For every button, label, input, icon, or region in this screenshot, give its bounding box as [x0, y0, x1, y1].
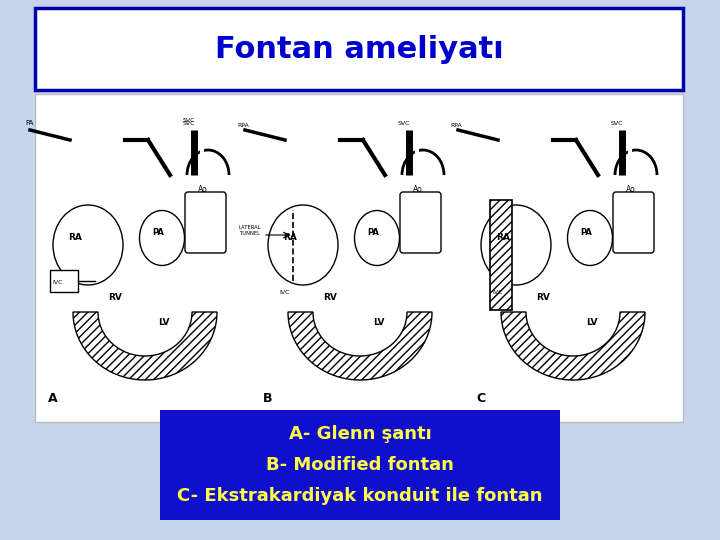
FancyBboxPatch shape: [35, 8, 683, 90]
Text: A: A: [48, 392, 58, 405]
Text: C: C: [476, 392, 485, 405]
Ellipse shape: [53, 205, 123, 285]
Ellipse shape: [140, 211, 184, 266]
Text: IVC: IVC: [52, 280, 63, 285]
FancyBboxPatch shape: [613, 192, 654, 253]
Text: C- Ekstrakardiyak konduit ile fontan: C- Ekstrakardiyak konduit ile fontan: [177, 487, 543, 505]
Text: LV: LV: [373, 318, 384, 327]
Text: LV: LV: [586, 318, 598, 327]
PathPatch shape: [501, 312, 645, 380]
FancyBboxPatch shape: [160, 410, 560, 520]
Ellipse shape: [481, 205, 551, 285]
Text: PA: PA: [152, 228, 164, 237]
Text: IVC: IVC: [279, 290, 289, 295]
Text: LV: LV: [158, 318, 169, 327]
Text: Ao: Ao: [626, 185, 636, 194]
Text: PA: PA: [580, 228, 592, 237]
Text: IVC: IVC: [492, 290, 503, 295]
Text: SVC: SVC: [611, 121, 624, 126]
Text: PA: PA: [367, 228, 379, 237]
Text: RPA: RPA: [237, 123, 248, 128]
Ellipse shape: [268, 205, 338, 285]
Text: SVC: SVC: [398, 121, 410, 126]
FancyBboxPatch shape: [400, 192, 441, 253]
Text: RA: RA: [283, 233, 297, 242]
Text: LATERAL
TUNNEL: LATERAL TUNNEL: [239, 225, 261, 236]
Text: RV: RV: [108, 293, 122, 302]
Text: RA: RA: [68, 233, 82, 242]
Ellipse shape: [354, 211, 400, 266]
Text: RV: RV: [536, 293, 550, 302]
Text: B- Modified fontan: B- Modified fontan: [266, 456, 454, 474]
Text: RV: RV: [323, 293, 337, 302]
FancyBboxPatch shape: [35, 94, 683, 422]
Text: Fontan ameliyatı: Fontan ameliyatı: [215, 35, 503, 64]
FancyBboxPatch shape: [50, 270, 78, 292]
FancyBboxPatch shape: [490, 200, 512, 310]
Ellipse shape: [567, 211, 613, 266]
Text: PA: PA: [25, 120, 33, 126]
Text: SVC: SVC: [183, 118, 196, 123]
Text: Ao: Ao: [413, 185, 423, 194]
Text: RA: RA: [496, 233, 510, 242]
PathPatch shape: [288, 312, 432, 380]
Text: RPA: RPA: [450, 123, 462, 128]
PathPatch shape: [73, 312, 217, 380]
FancyBboxPatch shape: [185, 192, 226, 253]
Text: A- Glenn şantı: A- Glenn şantı: [289, 425, 431, 443]
Text: Ao: Ao: [198, 185, 208, 194]
Text: B: B: [263, 392, 272, 405]
Text: SVC: SVC: [183, 121, 196, 126]
